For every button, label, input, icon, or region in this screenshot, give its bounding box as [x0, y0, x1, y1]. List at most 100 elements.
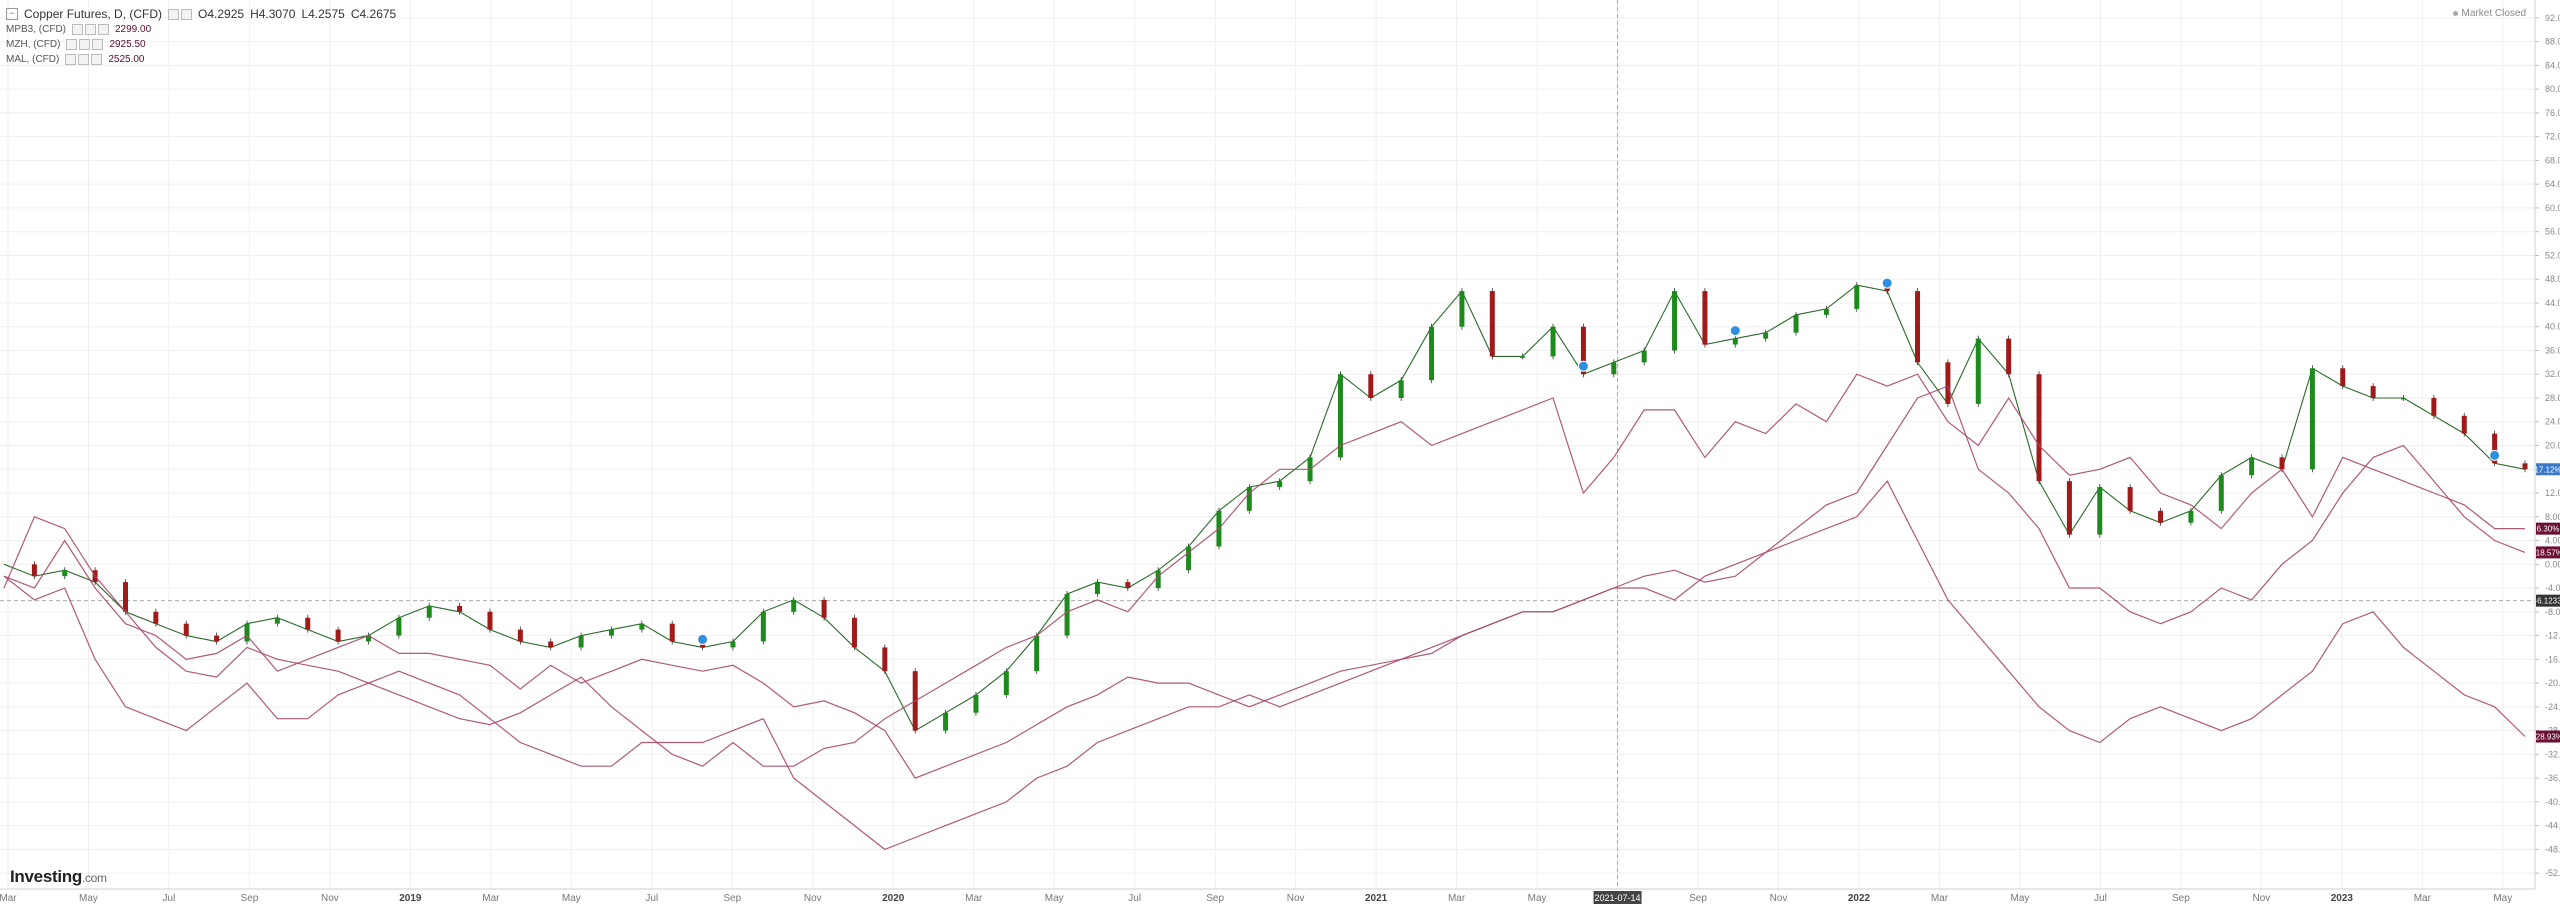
y-tick-label: 4.00%	[2545, 536, 2560, 546]
y-tick-label: 92.00%	[2545, 13, 2560, 23]
high-value: H4.3070	[250, 7, 296, 21]
overlay-row-mal: MAL, (CFD) 2525.00	[6, 52, 396, 67]
overlay-name[interactable]: MPB3, (CFD)	[6, 24, 66, 35]
candle-body	[1763, 332, 1769, 339]
main-symbol-row: − Copper Futures, D, (CFD) O4.2925 H4.30…	[6, 6, 396, 22]
y-axis: 92.00% 88.00% 84.00% 80.00% 76.00% 72.00% 68.0…	[2534, 0, 2560, 905]
candle-body	[305, 617, 311, 630]
overlay-name[interactable]: MZH, (CFD)	[6, 39, 61, 50]
overlay-name[interactable]: MAL, (CFD)	[6, 54, 60, 65]
x-tick-label: Nov	[1287, 893, 1305, 904]
candle-body	[1945, 362, 1951, 404]
market-status: Market Closed	[2452, 8, 2526, 19]
x-tick-label: May	[1045, 893, 1064, 904]
y-tick-label: 44.00%	[2545, 298, 2560, 308]
overlay-buttons	[66, 39, 104, 50]
x-tick-label: Jul	[163, 893, 176, 904]
last-value-label: -28.93%	[2533, 733, 2560, 742]
overlay-buttons	[72, 24, 109, 35]
candle-body	[1064, 593, 1070, 636]
y-tick-label: 24.00%	[2545, 417, 2560, 427]
candle-body	[882, 647, 888, 672]
x-tick-label: Jul	[645, 893, 658, 904]
candle-body	[2188, 510, 2194, 523]
candle-body	[2127, 487, 2133, 511]
x-tick-label: Mar	[1448, 893, 1466, 904]
event-marker-icon	[1881, 277, 1893, 289]
candle-body	[62, 570, 68, 577]
settings-icon[interactable]	[78, 54, 90, 65]
visibility-icon[interactable]	[65, 54, 77, 65]
visibility-icon[interactable]	[66, 39, 78, 50]
candle-body	[1337, 374, 1343, 458]
overlay-row-mpb3: MPB3, (CFD) 2299.00	[6, 22, 396, 37]
y-tick-label: 48.00%	[2545, 274, 2560, 284]
collapse-icon[interactable]: −	[6, 8, 18, 20]
y-tick-label: 40.00%	[2545, 322, 2560, 332]
candle-body	[2309, 368, 2315, 470]
candle-body	[426, 605, 432, 618]
x-tick-label: Sep	[2172, 893, 2190, 904]
investing-logo: Investing.com	[10, 867, 107, 887]
close-value: C4.2675	[350, 7, 397, 21]
candle-body	[791, 599, 797, 612]
crosshair-x-box	[1593, 891, 1642, 904]
candle-body	[1125, 582, 1131, 589]
candle-body	[2066, 481, 2072, 535]
low-value: L4.2575	[301, 7, 345, 21]
candle-body	[517, 629, 523, 642]
candle-body	[214, 635, 220, 642]
candle-body	[1003, 671, 1009, 695]
y-tick-label: 80.00%	[2545, 84, 2560, 94]
event-marker-icon	[2489, 449, 2501, 461]
candle-body	[1034, 635, 1040, 672]
visibility-icon[interactable]	[72, 24, 83, 35]
candle-body	[183, 623, 189, 636]
candle-body	[122, 582, 128, 612]
x-tick-label: Sep	[241, 893, 259, 904]
last-value-box	[2536, 546, 2560, 559]
settings-icon[interactable]	[85, 24, 96, 35]
y-tick-label: 60.00%	[2545, 203, 2560, 213]
candle-body	[365, 635, 371, 642]
x-tick-label: Nov	[2252, 893, 2270, 904]
series-line	[3, 480, 2526, 851]
candle-body	[1823, 308, 1829, 315]
y-tick-label: -20.00%	[2545, 678, 2560, 688]
last-value-labels: 17.12% 6.30% -18.57% -28.93% -6.1233	[2533, 463, 2560, 743]
y-tick-label: -48.00%	[2545, 844, 2560, 854]
candle-body	[335, 629, 341, 642]
candle-body	[1186, 546, 1192, 571]
settings-icon[interactable]	[168, 8, 180, 20]
x-tick-label: May	[2493, 893, 2512, 904]
close-icon[interactable]	[98, 24, 109, 35]
candle-body	[1915, 291, 1921, 363]
candle-body	[457, 605, 463, 612]
close-icon[interactable]	[181, 8, 193, 20]
x-tick-label: 2019	[399, 893, 422, 904]
grid	[0, 0, 2535, 889]
y-tick-label: -52.00%	[2545, 868, 2560, 878]
x-tick-label: Jul	[1128, 893, 1141, 904]
candle-body	[1641, 350, 1647, 363]
crosshair-x-label: 2021-07-14	[1595, 893, 1641, 903]
y-tick-label: -40.00%	[2545, 797, 2560, 807]
settings-icon[interactable]	[79, 39, 91, 50]
last-value-box	[2536, 522, 2560, 535]
candle-body	[2097, 487, 2103, 535]
series-layer	[3, 277, 2528, 851]
symbol-title[interactable]: Copper Futures, D, (CFD)	[24, 7, 163, 21]
y-tick-label: -24.00%	[2545, 702, 2560, 712]
candle-body	[2036, 374, 2042, 482]
x-tick-label: Mar	[482, 893, 500, 904]
overlay-value: 2299.00	[115, 24, 152, 35]
candle-body	[274, 617, 280, 624]
close-icon[interactable]	[91, 54, 103, 65]
y-tick-label: 68.00%	[2545, 155, 2560, 165]
candle-body	[821, 599, 827, 618]
close-icon[interactable]	[92, 39, 104, 50]
candle-body	[2006, 338, 2012, 375]
copper-line	[3, 284, 2526, 732]
y-tick-label: 20.00%	[2545, 441, 2560, 451]
